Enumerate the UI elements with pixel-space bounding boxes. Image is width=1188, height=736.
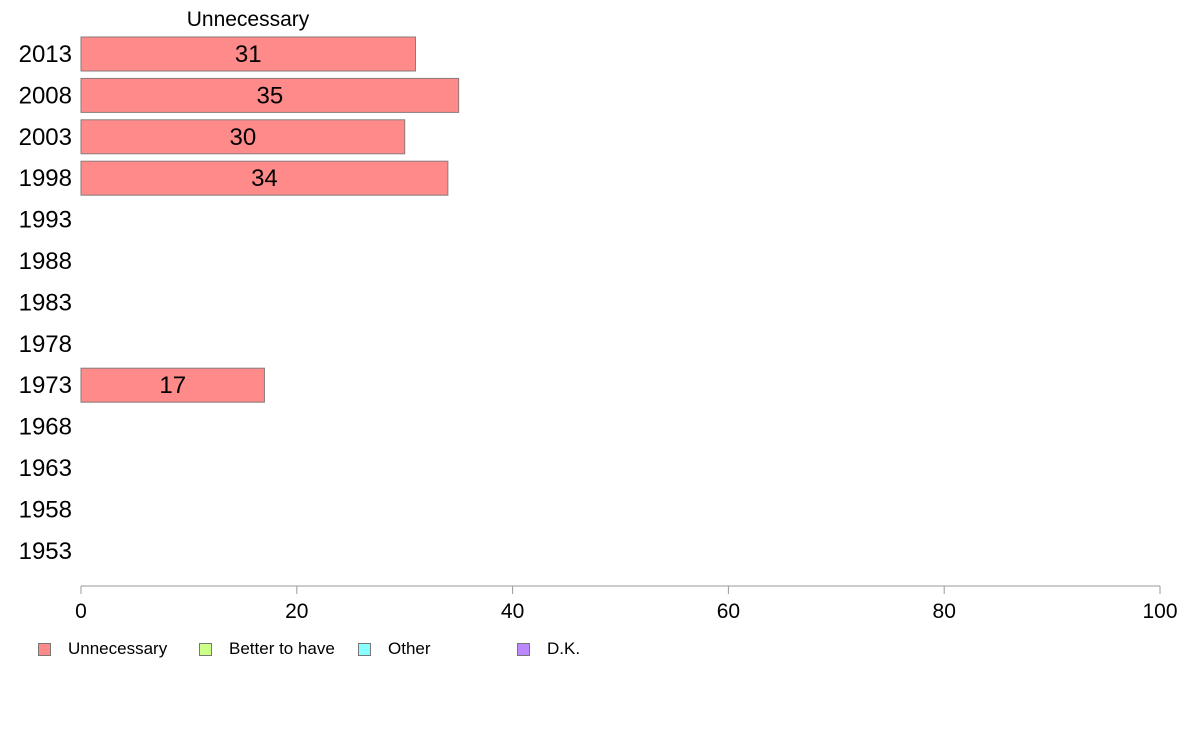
y-tick-label: 1953 — [19, 538, 72, 565]
y-tick-label: 1998 — [19, 165, 72, 192]
x-tick-label: 100 — [1142, 600, 1177, 623]
legend-item-other: Other — [358, 639, 431, 659]
legend-label-other: Other — [388, 639, 431, 658]
legend: Unnecessary Better to have Other D.K. — [38, 639, 738, 661]
legend-item-better-to-have: Better to have — [199, 639, 335, 659]
x-tick-label: 40 — [501, 600, 524, 623]
legend-swatch-better-to-have — [199, 642, 212, 656]
legend-item-dk: D.K. — [517, 639, 580, 659]
bar — [80, 77, 460, 113]
y-tick-label: 2013 — [19, 41, 72, 68]
legend-swatch-unnecessary — [38, 642, 51, 656]
legend-item-unnecessary: Unnecessary — [38, 639, 167, 659]
x-tick-label: 60 — [717, 600, 740, 623]
y-axis-labels: 2013 2008 2003 1998 1993 1988 1983 1978 1973 1968… — [19, 41, 72, 565]
y-tick-label: 1978 — [19, 331, 72, 358]
y-tick-label: 1993 — [19, 207, 72, 234]
data-label: 34 — [251, 165, 278, 192]
data-label: 30 — [229, 124, 256, 151]
bar — [80, 367, 265, 403]
x-axis: 0 20 40 60 80 100 — [75, 585, 1178, 623]
data-label: 35 — [256, 82, 283, 109]
legend-label-unnecessary: Unnecessary — [68, 639, 168, 658]
legend-label-better-to-have: Better to have — [229, 639, 335, 658]
y-tick-label: 1968 — [19, 414, 72, 441]
x-tick-label: 0 — [75, 600, 87, 623]
x-tick-label: 80 — [933, 600, 956, 623]
chart-title: Unnecessary — [187, 8, 310, 31]
bar — [80, 160, 449, 196]
x-tick-label: 20 — [285, 600, 308, 623]
y-tick-label: 1973 — [19, 372, 72, 399]
y-tick-label: 2003 — [19, 124, 72, 151]
y-tick-label: 1988 — [19, 248, 72, 275]
y-tick-label: 1983 — [19, 289, 72, 316]
bar — [80, 36, 416, 72]
data-label: 17 — [159, 372, 186, 399]
y-tick-label: 1958 — [19, 496, 72, 523]
legend-label-dk: D.K. — [547, 639, 581, 658]
y-tick-label: 2008 — [19, 82, 72, 109]
bar — [80, 119, 406, 155]
legend-swatch-other — [358, 642, 371, 656]
y-tick-label: 1963 — [19, 455, 72, 482]
data-label: 31 — [235, 41, 262, 68]
legend-swatch-dk — [517, 642, 530, 656]
